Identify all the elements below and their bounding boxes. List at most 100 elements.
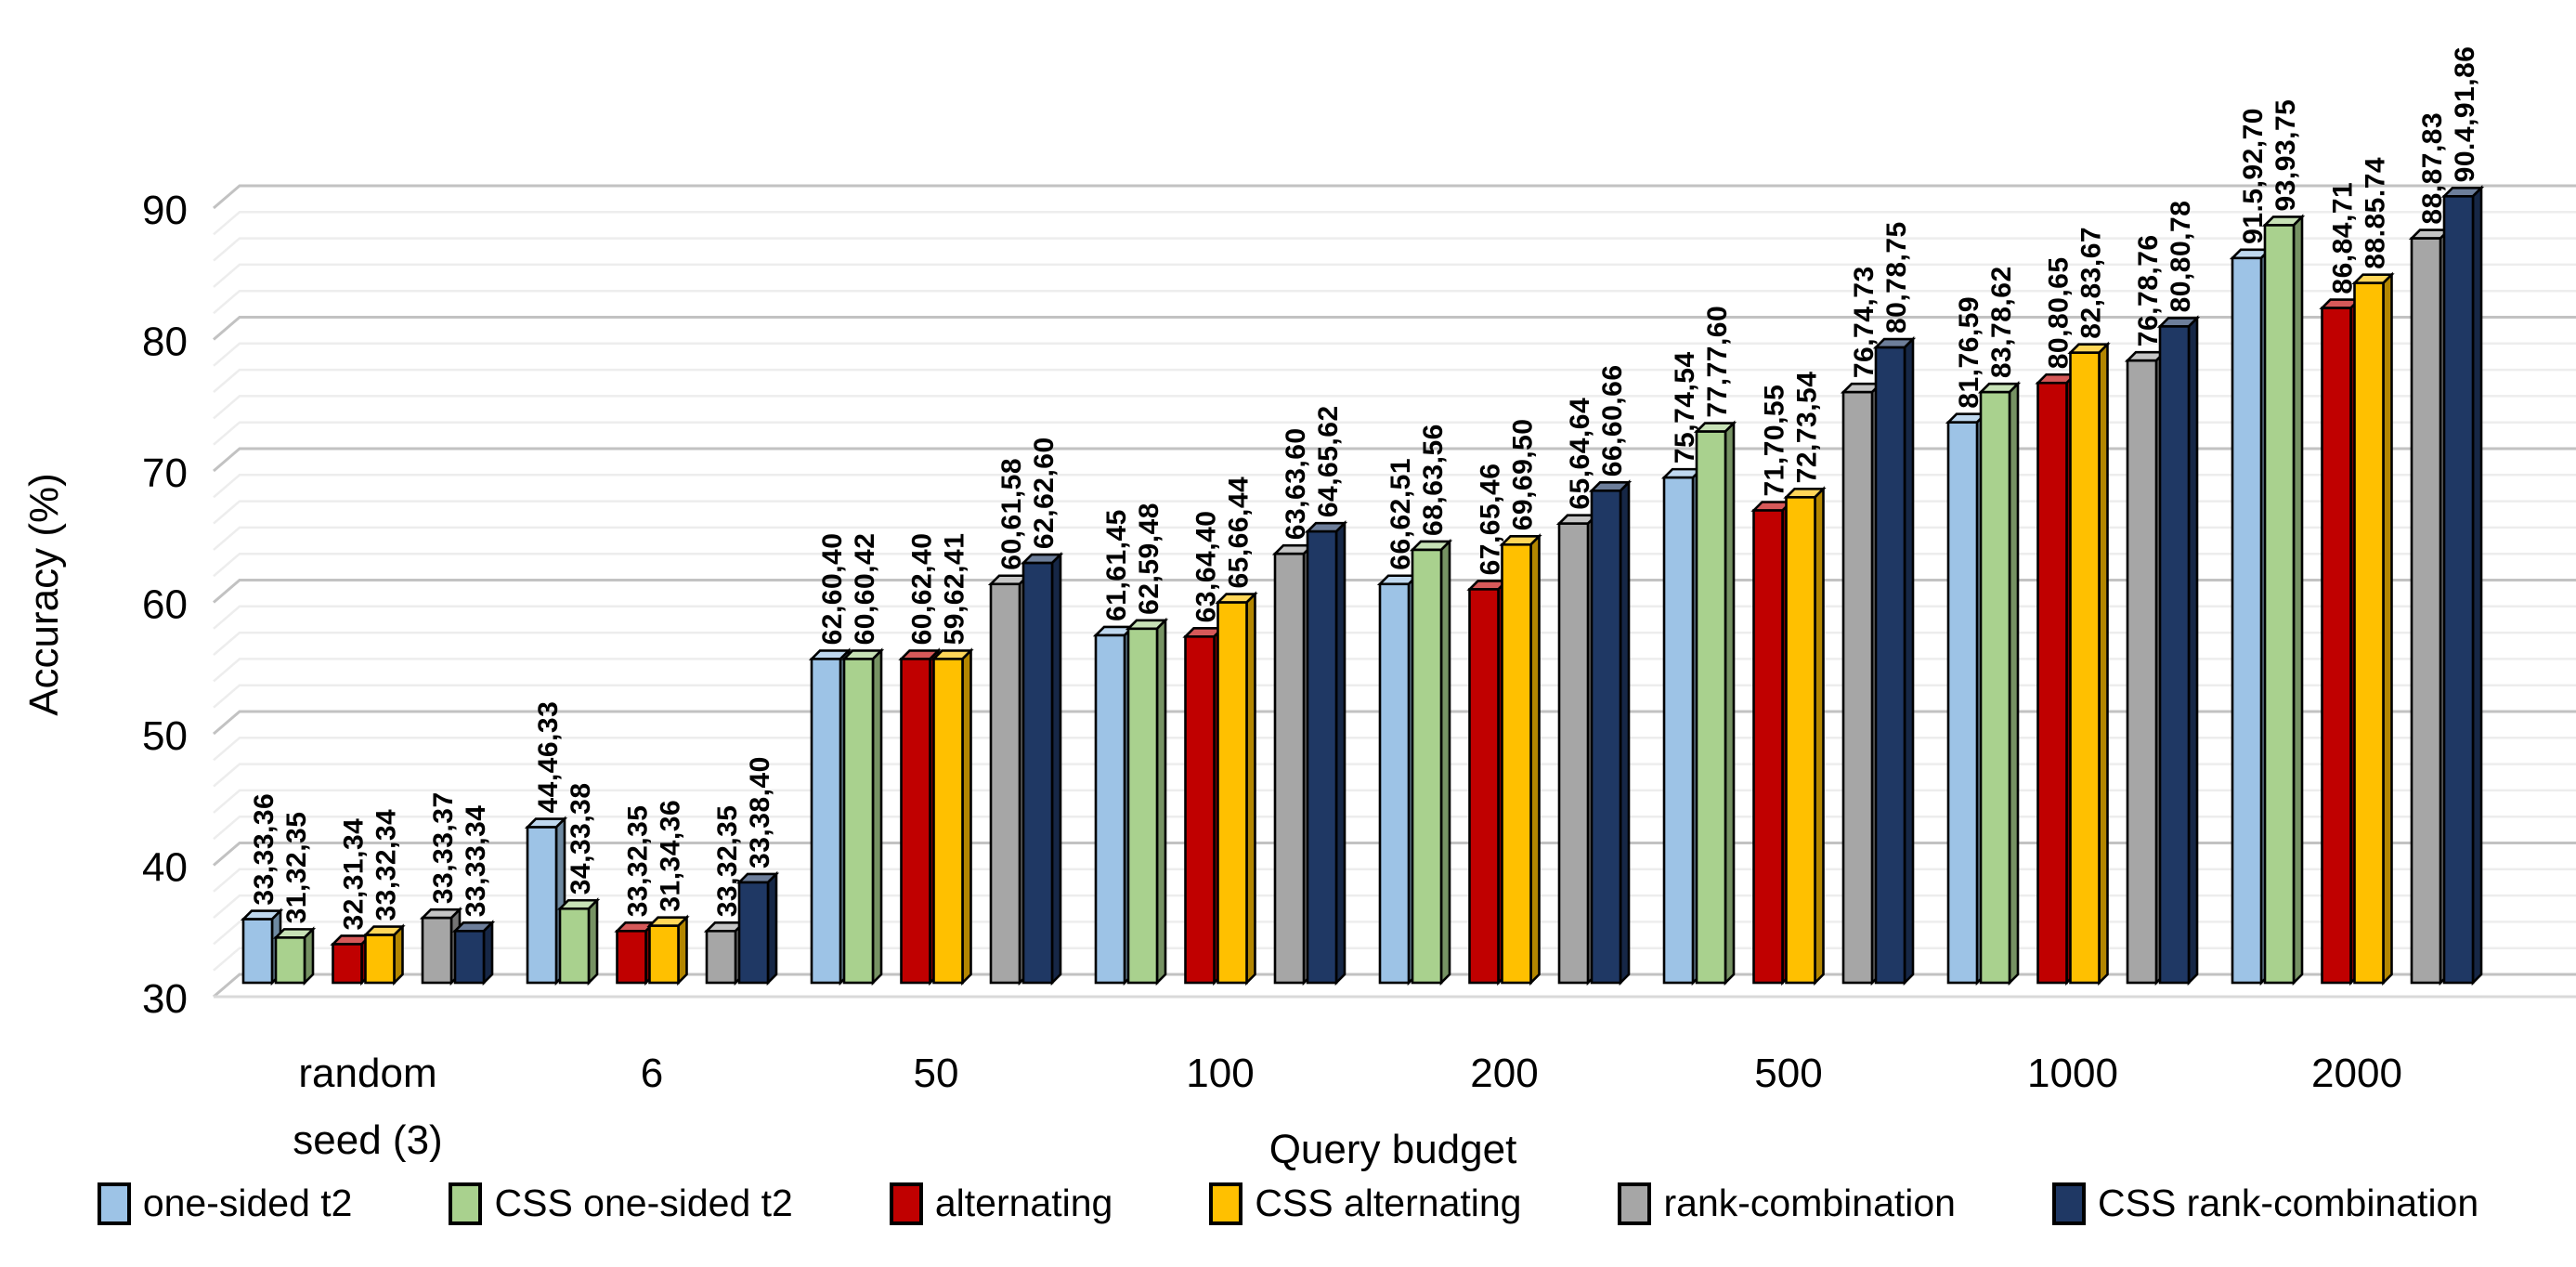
bar-value-label: 32,31,34 — [339, 818, 370, 931]
bar-side-face — [1050, 551, 1062, 986]
bar-side-face — [2098, 341, 2109, 986]
bar-value-label: 65,66,44 — [1224, 477, 1255, 589]
x-axis-title: Query budget — [1269, 1127, 1517, 1172]
bar-front-face — [810, 658, 842, 985]
bar-css-rank-combination-1000 — [2156, 315, 2201, 986]
bar-side-face — [1439, 538, 1451, 986]
bar-css-alternating-200 — [1499, 533, 1542, 986]
bar-front-face — [2036, 381, 2068, 985]
legend: one-sided t2 CSS one-sided t2 alternating C… — [0, 1182, 2576, 1225]
bar-front-face — [1216, 601, 1248, 985]
bar-front-face — [2069, 351, 2101, 985]
legend-swatch-one-sided-t2 — [97, 1182, 131, 1225]
gridline-minor — [213, 395, 2576, 420]
bar-value-label: 76,74,73 — [1849, 266, 1880, 378]
axis-layer: 30 40 50 60 70 80 90 random seed (3) 6 50 100 200 500… — [142, 188, 2402, 1163]
bar-front-face — [705, 930, 737, 985]
bar-front-face — [648, 924, 680, 985]
legend-item-alternating: alternating — [889, 1182, 1112, 1225]
bar-side-face — [961, 647, 972, 986]
bar-value-label: 83,78,62 — [1986, 266, 2017, 378]
bar-front-face — [1501, 542, 1532, 985]
legend-item-rank-combination: rank-combination — [1618, 1182, 1956, 1225]
bar-css-alternating-50 — [930, 647, 974, 986]
bar-side-face — [482, 920, 494, 986]
gridline-major — [213, 316, 2576, 341]
bar-value-label: 72,73,54 — [1792, 372, 1823, 484]
bar-front-face — [1021, 561, 1054, 985]
bar-value-label: 80,80,65 — [2044, 256, 2075, 369]
bar-front-face — [842, 658, 875, 985]
bar-front-face — [932, 658, 964, 985]
gridline-minor — [213, 368, 2576, 394]
bar-value-label: 80,80,78 — [2166, 201, 2196, 313]
legend-item-css-rank-combination: CSS rank-combination — [2051, 1182, 2479, 1225]
bar-css-one-sided-t2-200 — [1409, 538, 1453, 986]
bar-value-label: 76,78,76 — [2133, 234, 2164, 346]
bar-value-label: 90.4,91,86 — [2450, 46, 2480, 183]
bar-side-face — [303, 926, 315, 986]
bar-front-face — [1378, 582, 1411, 985]
bar-value-label: 44,46,33 — [533, 701, 564, 814]
bar-front-face — [2126, 359, 2158, 985]
bar-css-rank-combination-200 — [1588, 479, 1633, 986]
bar-css-rank-combination-500 — [1872, 335, 1917, 986]
bar-value-label: 33,33,36 — [249, 793, 280, 906]
bar-value-label: 88.85.74 — [2361, 157, 2391, 269]
bar-side-face — [1724, 420, 1736, 986]
gridline-minor — [213, 211, 2576, 236]
bar-value-label: 66,60,66 — [1597, 364, 1628, 477]
legend-item-css-one-sided-t2: CSS one-sided t2 — [449, 1182, 793, 1225]
legend-label-css-one-sided-t2: CSS one-sided t2 — [494, 1182, 793, 1224]
bar-front-face — [2410, 237, 2442, 985]
bar-value-label: 68,63,56 — [1418, 424, 1449, 536]
bar-css-rank-combination-2000 — [2440, 185, 2485, 986]
y-tick-label-70: 70 — [142, 451, 188, 496]
bar-value-label: 61,61,45 — [1101, 509, 1132, 621]
legend-label-css-rank-combination: CSS rank-combination — [2097, 1182, 2479, 1224]
y-axis-title: Accuracy (%) — [21, 473, 67, 716]
bar-value-label: 31,34,36 — [656, 800, 686, 912]
category-label-6: 6 — [641, 1051, 663, 1096]
bar-front-face — [1841, 390, 1874, 985]
bar-value-label: 67,65,46 — [1476, 464, 1506, 576]
gridline-major — [213, 447, 2576, 473]
bar-front-face — [2321, 307, 2352, 985]
bar-side-face — [2471, 185, 2483, 986]
bar-value-label: 86,84,71 — [2328, 182, 2359, 294]
bar-front-face — [332, 943, 363, 985]
legend-label-css-alternating: CSS alternating — [1255, 1182, 1522, 1224]
gridline-minor — [213, 342, 2576, 367]
bar-front-face — [2231, 256, 2263, 985]
bar-front-face — [1874, 346, 1906, 985]
bar-side-face — [2187, 315, 2199, 986]
category-label-random-seed-3: seed (3) — [293, 1117, 442, 1163]
bar-css-alternating-random-seed-3 — [362, 923, 406, 986]
bar-css-rank-combination-random-seed-3 — [451, 920, 496, 986]
bar-css-alternating-500 — [1783, 486, 1827, 986]
bar-front-face — [737, 881, 770, 985]
gridline-minor — [213, 474, 2576, 499]
bar-side-face — [1814, 486, 1825, 986]
legend-label-one-sided-t2: one-sided t2 — [142, 1182, 353, 1224]
bar-value-label: 75,74,54 — [1670, 351, 1700, 464]
bar-value-label: 33,32,34 — [371, 809, 402, 921]
bar-value-label: 62,62,60 — [1029, 437, 1060, 549]
bar-front-face — [1662, 476, 1695, 985]
bar-value-label: 62,60,40 — [817, 533, 848, 646]
bar-value-label: 77,77,60 — [1702, 306, 1733, 418]
bar-side-face — [871, 647, 883, 986]
bar-front-face — [1946, 421, 1979, 985]
bar-front-face — [616, 930, 647, 985]
bar-side-face — [677, 914, 688, 986]
bar-css-one-sided-t2-2000 — [2261, 214, 2306, 986]
bar-value-label: 82,83,67 — [2076, 227, 2107, 339]
y-tick-label-60: 60 — [142, 582, 188, 628]
bar-front-face — [1126, 627, 1159, 985]
bar-side-face — [587, 897, 599, 986]
bar-value-label: 63,63,60 — [1281, 427, 1311, 540]
bar-value-label: 93,93,75 — [2270, 99, 2301, 212]
bar-front-face — [1468, 588, 1500, 985]
bar-side-face — [2008, 381, 2020, 986]
bar-side-face — [2382, 271, 2393, 986]
